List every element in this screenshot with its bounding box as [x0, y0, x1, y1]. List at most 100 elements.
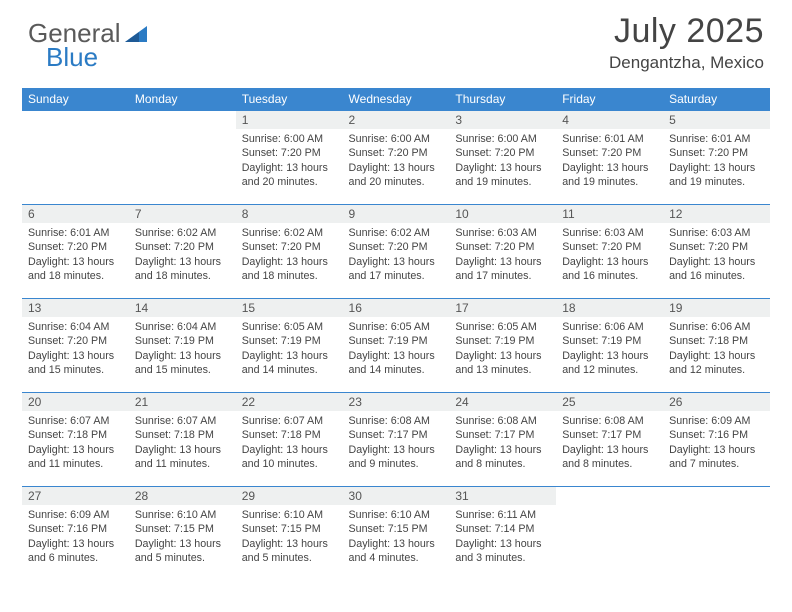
sunset-line: Sunset: 7:20 PM: [28, 334, 123, 348]
calendar-cell: 29Sunrise: 6:10 AMSunset: 7:15 PMDayligh…: [236, 487, 343, 581]
daylight-line: Daylight: 13 hours and 16 minutes.: [669, 255, 764, 284]
day-details: Sunrise: 6:03 AMSunset: 7:20 PMDaylight:…: [663, 223, 770, 288]
day-details: Sunrise: 6:00 AMSunset: 7:20 PMDaylight:…: [236, 129, 343, 194]
day-number: 10: [449, 205, 556, 223]
calendar-cell-empty: [556, 487, 663, 581]
calendar-body: 1Sunrise: 6:00 AMSunset: 7:20 PMDaylight…: [22, 111, 770, 581]
sunset-line: Sunset: 7:17 PM: [349, 428, 444, 442]
day-number: 21: [129, 393, 236, 411]
sunset-line: Sunset: 7:17 PM: [455, 428, 550, 442]
daylight-line: Daylight: 13 hours and 6 minutes.: [28, 537, 123, 566]
calendar-cell: 16Sunrise: 6:05 AMSunset: 7:19 PMDayligh…: [343, 299, 450, 393]
day-details: Sunrise: 6:04 AMSunset: 7:19 PMDaylight:…: [129, 317, 236, 382]
calendar-cell: 25Sunrise: 6:08 AMSunset: 7:17 PMDayligh…: [556, 393, 663, 487]
calendar-cell: 2Sunrise: 6:00 AMSunset: 7:20 PMDaylight…: [343, 111, 450, 205]
sunrise-line: Sunrise: 6:04 AM: [28, 320, 123, 334]
calendar-cell: 6Sunrise: 6:01 AMSunset: 7:20 PMDaylight…: [22, 205, 129, 299]
sunset-line: Sunset: 7:20 PM: [455, 240, 550, 254]
daylight-line: Daylight: 13 hours and 19 minutes.: [455, 161, 550, 190]
day-details: Sunrise: 6:08 AMSunset: 7:17 PMDaylight:…: [343, 411, 450, 476]
calendar-cell: 4Sunrise: 6:01 AMSunset: 7:20 PMDaylight…: [556, 111, 663, 205]
sunrise-line: Sunrise: 6:03 AM: [562, 226, 657, 240]
weekday-header: Monday: [129, 88, 236, 111]
sunset-line: Sunset: 7:18 PM: [28, 428, 123, 442]
sunrise-line: Sunrise: 6:10 AM: [135, 508, 230, 522]
sunrise-line: Sunrise: 6:10 AM: [242, 508, 337, 522]
location-label: Dengantzha, Mexico: [609, 53, 764, 73]
daylight-line: Daylight: 13 hours and 5 minutes.: [242, 537, 337, 566]
sunset-line: Sunset: 7:20 PM: [135, 240, 230, 254]
sunrise-line: Sunrise: 6:02 AM: [349, 226, 444, 240]
calendar-cell: 13Sunrise: 6:04 AMSunset: 7:20 PMDayligh…: [22, 299, 129, 393]
sunset-line: Sunset: 7:20 PM: [562, 240, 657, 254]
sunrise-line: Sunrise: 6:00 AM: [242, 132, 337, 146]
day-details: Sunrise: 6:01 AMSunset: 7:20 PMDaylight:…: [22, 223, 129, 288]
day-number: 13: [22, 299, 129, 317]
sunrise-line: Sunrise: 6:01 AM: [669, 132, 764, 146]
calendar-row: 27Sunrise: 6:09 AMSunset: 7:16 PMDayligh…: [22, 487, 770, 581]
calendar-cell: 18Sunrise: 6:06 AMSunset: 7:19 PMDayligh…: [556, 299, 663, 393]
day-number: 8: [236, 205, 343, 223]
calendar-cell: 11Sunrise: 6:03 AMSunset: 7:20 PMDayligh…: [556, 205, 663, 299]
day-details: Sunrise: 6:00 AMSunset: 7:20 PMDaylight:…: [343, 129, 450, 194]
daylight-line: Daylight: 13 hours and 12 minutes.: [562, 349, 657, 378]
daylight-line: Daylight: 13 hours and 5 minutes.: [135, 537, 230, 566]
sunrise-line: Sunrise: 6:04 AM: [135, 320, 230, 334]
day-number: 29: [236, 487, 343, 505]
sunrise-line: Sunrise: 6:03 AM: [455, 226, 550, 240]
day-number: 15: [236, 299, 343, 317]
calendar-grid: SundayMondayTuesdayWednesdayThursdayFrid…: [22, 88, 770, 581]
sunrise-line: Sunrise: 6:06 AM: [669, 320, 764, 334]
calendar-cell: 24Sunrise: 6:08 AMSunset: 7:17 PMDayligh…: [449, 393, 556, 487]
calendar-cell-empty: [22, 111, 129, 205]
sunrise-line: Sunrise: 6:11 AM: [455, 508, 550, 522]
daylight-line: Daylight: 13 hours and 3 minutes.: [455, 537, 550, 566]
daylight-line: Daylight: 13 hours and 18 minutes.: [242, 255, 337, 284]
logo-word2: Blue: [46, 42, 98, 73]
calendar-cell-empty: [129, 111, 236, 205]
sunrise-line: Sunrise: 6:05 AM: [242, 320, 337, 334]
day-details: Sunrise: 6:07 AMSunset: 7:18 PMDaylight:…: [129, 411, 236, 476]
calendar-cell: 14Sunrise: 6:04 AMSunset: 7:19 PMDayligh…: [129, 299, 236, 393]
daylight-line: Daylight: 13 hours and 8 minutes.: [562, 443, 657, 472]
day-number: 28: [129, 487, 236, 505]
day-details: Sunrise: 6:08 AMSunset: 7:17 PMDaylight:…: [556, 411, 663, 476]
sunrise-line: Sunrise: 6:07 AM: [28, 414, 123, 428]
sunrise-line: Sunrise: 6:02 AM: [135, 226, 230, 240]
daylight-line: Daylight: 13 hours and 10 minutes.: [242, 443, 337, 472]
day-number: 12: [663, 205, 770, 223]
sunrise-line: Sunrise: 6:08 AM: [349, 414, 444, 428]
day-details: Sunrise: 6:02 AMSunset: 7:20 PMDaylight:…: [343, 223, 450, 288]
calendar-row: 1Sunrise: 6:00 AMSunset: 7:20 PMDaylight…: [22, 111, 770, 205]
weekday-header: Tuesday: [236, 88, 343, 111]
sunrise-line: Sunrise: 6:09 AM: [669, 414, 764, 428]
daylight-line: Daylight: 13 hours and 11 minutes.: [28, 443, 123, 472]
calendar-cell: 5Sunrise: 6:01 AMSunset: 7:20 PMDaylight…: [663, 111, 770, 205]
day-number: 6: [22, 205, 129, 223]
daylight-line: Daylight: 13 hours and 17 minutes.: [455, 255, 550, 284]
daylight-line: Daylight: 13 hours and 9 minutes.: [349, 443, 444, 472]
weekday-header-row: SundayMondayTuesdayWednesdayThursdayFrid…: [22, 88, 770, 111]
sunrise-line: Sunrise: 6:00 AM: [455, 132, 550, 146]
calendar-cell: 3Sunrise: 6:00 AMSunset: 7:20 PMDaylight…: [449, 111, 556, 205]
day-details: Sunrise: 6:01 AMSunset: 7:20 PMDaylight:…: [663, 129, 770, 194]
sunrise-line: Sunrise: 6:05 AM: [349, 320, 444, 334]
daylight-line: Daylight: 13 hours and 18 minutes.: [135, 255, 230, 284]
day-details: Sunrise: 6:07 AMSunset: 7:18 PMDaylight:…: [236, 411, 343, 476]
calendar-row: 13Sunrise: 6:04 AMSunset: 7:20 PMDayligh…: [22, 299, 770, 393]
day-details: Sunrise: 6:09 AMSunset: 7:16 PMDaylight:…: [663, 411, 770, 476]
calendar-cell: 30Sunrise: 6:10 AMSunset: 7:15 PMDayligh…: [343, 487, 450, 581]
calendar-cell: 8Sunrise: 6:02 AMSunset: 7:20 PMDaylight…: [236, 205, 343, 299]
sunset-line: Sunset: 7:20 PM: [242, 240, 337, 254]
weekday-header: Sunday: [22, 88, 129, 111]
sunset-line: Sunset: 7:19 PM: [455, 334, 550, 348]
day-details: Sunrise: 6:01 AMSunset: 7:20 PMDaylight:…: [556, 129, 663, 194]
day-details: Sunrise: 6:08 AMSunset: 7:17 PMDaylight:…: [449, 411, 556, 476]
daylight-line: Daylight: 13 hours and 19 minutes.: [669, 161, 764, 190]
sunrise-line: Sunrise: 6:08 AM: [562, 414, 657, 428]
daylight-line: Daylight: 13 hours and 19 minutes.: [562, 161, 657, 190]
calendar-cell: 20Sunrise: 6:07 AMSunset: 7:18 PMDayligh…: [22, 393, 129, 487]
day-number: 24: [449, 393, 556, 411]
day-number: 5: [663, 111, 770, 129]
day-details: Sunrise: 6:02 AMSunset: 7:20 PMDaylight:…: [236, 223, 343, 288]
